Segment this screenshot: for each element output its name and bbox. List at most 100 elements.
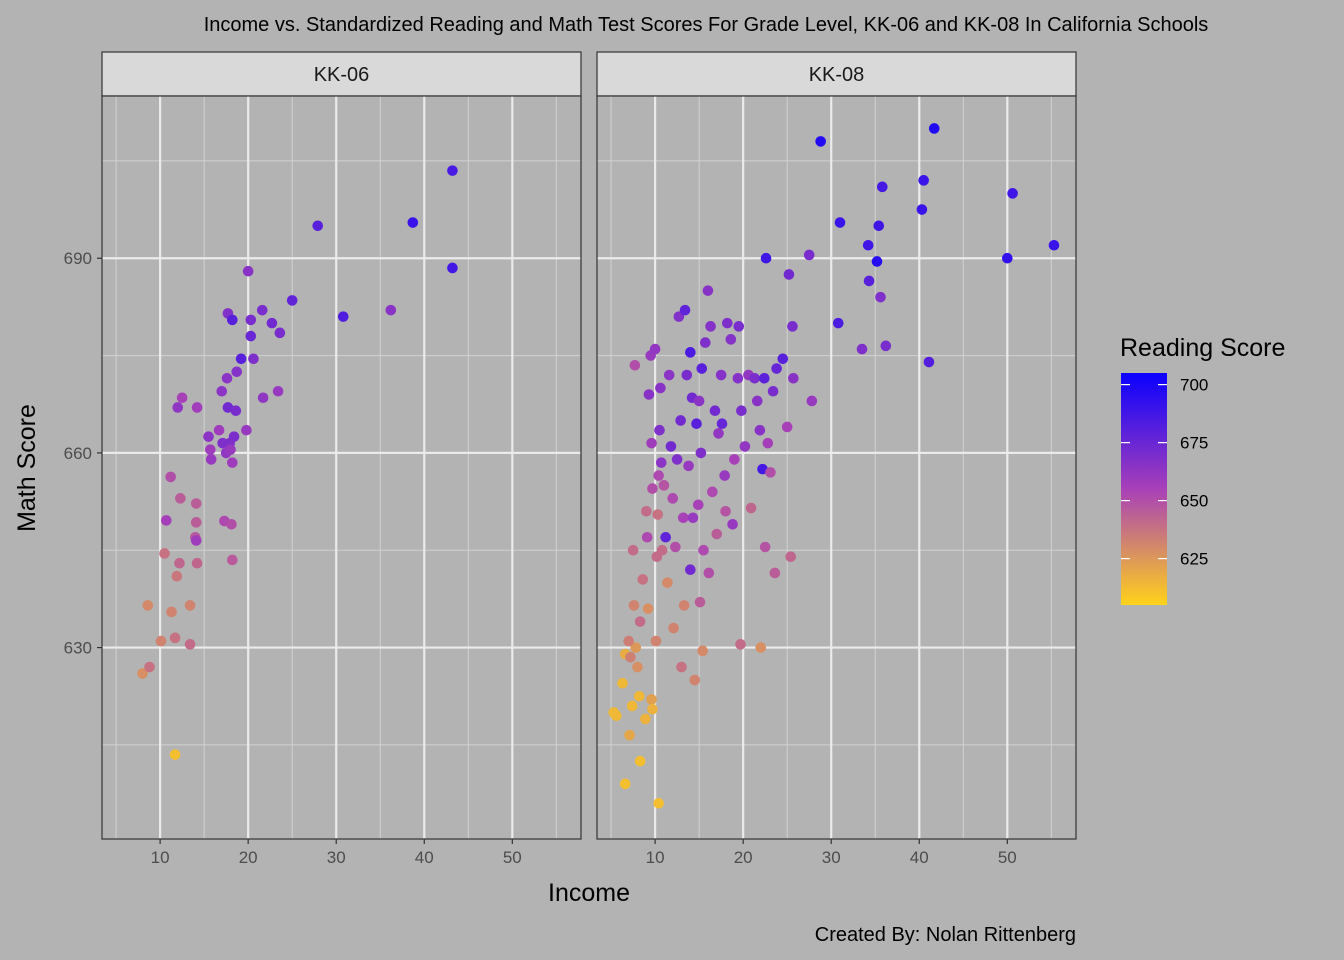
panel-background bbox=[597, 96, 1076, 839]
data-point bbox=[654, 424, 665, 436]
data-point bbox=[155, 635, 167, 647]
data-point bbox=[205, 454, 217, 465]
data-point bbox=[709, 405, 721, 417]
data-point bbox=[646, 694, 657, 705]
facet-panel-kk-08: KK-08 10 20 30 40 50 bbox=[596, 51, 1077, 867]
data-point bbox=[696, 363, 708, 374]
legend-tick-label: 700 bbox=[1180, 376, 1208, 395]
x-tick-label: 30 bbox=[822, 848, 841, 867]
data-point bbox=[184, 639, 196, 650]
legend-tick-label: 675 bbox=[1180, 434, 1208, 453]
data-point bbox=[447, 262, 458, 274]
data-point bbox=[693, 395, 705, 407]
data-point bbox=[630, 642, 642, 653]
data-point bbox=[713, 428, 724, 439]
data-point bbox=[286, 295, 298, 306]
data-point bbox=[175, 493, 186, 504]
data-point bbox=[216, 385, 228, 397]
data-point bbox=[221, 372, 233, 384]
data-point bbox=[337, 311, 349, 322]
data-point bbox=[675, 415, 686, 426]
data-point bbox=[749, 372, 760, 384]
x-tick-label: 50 bbox=[503, 848, 522, 867]
data-point bbox=[184, 600, 196, 611]
data-point bbox=[160, 515, 172, 526]
data-point bbox=[832, 317, 844, 329]
data-point bbox=[646, 437, 657, 449]
facet-strip bbox=[596, 51, 1077, 97]
data-point bbox=[245, 330, 257, 342]
data-point bbox=[1002, 252, 1013, 264]
facet-panels: KK-06 10 20 30 40 50 630 660 690 KK-08 10 20 30 40 50 bbox=[64, 51, 1077, 867]
data-point bbox=[647, 483, 658, 494]
data-point bbox=[725, 334, 737, 345]
data-point bbox=[172, 402, 184, 413]
data-point bbox=[876, 181, 888, 193]
data-point bbox=[642, 603, 654, 614]
data-point bbox=[174, 557, 185, 569]
data-point bbox=[142, 600, 154, 611]
data-point bbox=[720, 506, 731, 517]
x-tick-label: 50 bbox=[998, 848, 1017, 867]
data-point bbox=[169, 749, 181, 760]
data-point bbox=[228, 431, 240, 442]
data-point bbox=[695, 447, 707, 459]
data-point bbox=[191, 402, 203, 413]
data-point bbox=[627, 544, 639, 556]
data-point bbox=[671, 454, 683, 465]
caption: Created By: Nolan Rittenberg bbox=[815, 924, 1076, 946]
data-point bbox=[190, 498, 202, 509]
data-point bbox=[758, 372, 770, 384]
data-point bbox=[637, 574, 649, 585]
facet-strip bbox=[101, 51, 582, 97]
data-point bbox=[245, 314, 257, 326]
data-point bbox=[617, 677, 628, 689]
data-point bbox=[227, 314, 238, 326]
data-point bbox=[634, 755, 646, 767]
data-point bbox=[875, 291, 886, 303]
panel-background bbox=[102, 96, 581, 839]
data-point bbox=[1048, 239, 1060, 251]
data-point bbox=[190, 517, 202, 528]
data-point bbox=[274, 327, 286, 339]
data-point bbox=[227, 457, 238, 468]
y-tick-label: 630 bbox=[64, 639, 92, 658]
data-point bbox=[803, 249, 815, 261]
data-point bbox=[656, 544, 668, 556]
data-point bbox=[815, 136, 826, 147]
data-point bbox=[629, 359, 641, 371]
data-point bbox=[687, 512, 699, 524]
legend-tick-label: 650 bbox=[1180, 492, 1208, 511]
legend-tick-label: 625 bbox=[1180, 550, 1208, 569]
data-point bbox=[678, 600, 690, 611]
data-point bbox=[653, 798, 664, 809]
data-point bbox=[225, 444, 236, 455]
data-point bbox=[711, 528, 723, 540]
facet-panel-kk-06: KK-06 10 20 30 40 50 630 660 690 bbox=[64, 51, 582, 867]
data-point bbox=[632, 661, 643, 673]
panel-border bbox=[101, 95, 582, 840]
data-point bbox=[165, 471, 176, 483]
data-point bbox=[873, 220, 885, 232]
data-point bbox=[683, 460, 694, 472]
data-point bbox=[385, 304, 397, 316]
data-point bbox=[665, 441, 677, 452]
data-point bbox=[729, 454, 740, 465]
data-point bbox=[685, 564, 696, 576]
data-point bbox=[643, 389, 655, 400]
data-point bbox=[667, 493, 679, 504]
data-point bbox=[700, 337, 711, 348]
data-point bbox=[190, 535, 202, 546]
data-point bbox=[634, 616, 646, 627]
data-point bbox=[137, 668, 148, 679]
data-point bbox=[447, 165, 458, 176]
color-legend: Reading Score 625 650 675 700 bbox=[1120, 334, 1285, 605]
data-point bbox=[739, 441, 751, 452]
y-axis-title: Math Score bbox=[13, 404, 41, 532]
panel-border bbox=[596, 95, 1077, 840]
data-point bbox=[625, 652, 636, 663]
data-point bbox=[660, 531, 671, 543]
data-point bbox=[702, 285, 714, 296]
data-point bbox=[619, 778, 631, 790]
